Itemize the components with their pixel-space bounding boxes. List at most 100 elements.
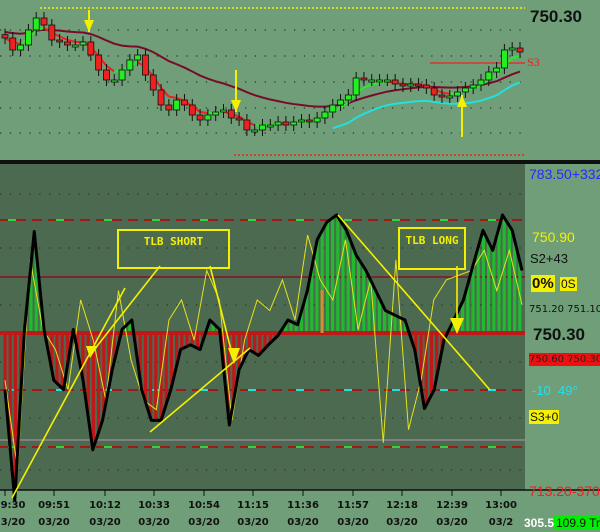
candle-down (438, 94, 446, 98)
tick-time: 09:51 (38, 500, 70, 511)
x-tick-label: 9:30 3/20 (0, 497, 33, 531)
trendline (11, 287, 126, 499)
histogram-bar (393, 315, 397, 333)
tick-time: 10:33 (138, 500, 170, 511)
candle-up (500, 49, 508, 69)
status-value: 305.5 (524, 516, 555, 530)
histogram-bar (440, 333, 444, 352)
histogram-bar (102, 333, 106, 414)
tick-time: 12:18 (386, 500, 418, 511)
tick-date: 03/20 (38, 517, 70, 528)
histogram-bar (76, 333, 80, 353)
trendline (337, 214, 491, 391)
candle-up (508, 47, 516, 51)
candle-down (149, 74, 157, 91)
x-tick-label: 11:15 03/20 (233, 497, 273, 531)
histogram-bar (55, 333, 59, 384)
candle-down (399, 83, 407, 87)
fast-ma-segment (371, 81, 380, 86)
histogram-bar (211, 323, 215, 333)
histogram-bar (3, 333, 7, 390)
candle-up (79, 41, 87, 46)
annotation-pointer (209, 265, 235, 363)
last-price-label: 750.30 (530, 7, 582, 26)
histogram-bar (481, 231, 485, 333)
histogram-bar (341, 224, 345, 333)
tick-time: 9:30 (0, 500, 26, 511)
histogram-bar (81, 333, 85, 381)
candle-up (376, 79, 383, 83)
histogram-bar (461, 301, 465, 333)
candle-down (1, 34, 9, 39)
histogram-bar (19, 333, 23, 399)
histogram-bar (60, 333, 64, 389)
candle-up (477, 79, 485, 86)
histogram-bar (320, 230, 324, 333)
candle-down (142, 54, 149, 76)
histogram-bar (476, 247, 480, 333)
fast-ma-segment (168, 95, 177, 99)
fast-ma-segment (339, 101, 349, 109)
candle-down (157, 89, 165, 106)
histogram-bar (513, 240, 517, 333)
x-tick-label: 12:18 03/20 (382, 497, 422, 531)
candle-down (95, 54, 103, 71)
candle-up (290, 121, 298, 126)
bottom-value-label: 713.20-370 (529, 483, 600, 499)
histogram-bar (237, 333, 241, 371)
histogram-bar (195, 333, 199, 349)
candle-down (9, 37, 17, 51)
candle-up (344, 94, 352, 101)
histogram-bar (149, 333, 153, 419)
tlb-long-annotation: TLB LONG (398, 227, 466, 270)
tick-time: 11:57 (337, 500, 369, 511)
candle-down (103, 69, 110, 81)
oscillator-line (3, 213, 524, 503)
oscillator-panel (0, 164, 525, 490)
candle-up (134, 54, 142, 61)
candle-up (266, 124, 274, 128)
annotation-pointer (89, 265, 161, 356)
pair-values-2: 750.60 750.30 (529, 353, 600, 366)
tick-time: 11:15 (237, 500, 269, 511)
histogram-bar (190, 333, 194, 346)
histogram-bar (383, 308, 387, 333)
candle-up (274, 121, 282, 126)
percent-badge: 0% (531, 275, 555, 292)
tick-date: 3/20 (0, 517, 26, 528)
x-tick-label: 13:00 03/2 (481, 497, 521, 531)
histogram-bar (128, 321, 132, 333)
histogram-bar (107, 333, 111, 387)
candle-up (118, 69, 126, 81)
histogram-bar (97, 333, 101, 433)
histogram-bar (268, 333, 272, 344)
candle-up (321, 111, 329, 119)
candle-down (40, 17, 48, 26)
histogram-bar (263, 333, 267, 349)
histogram-bar (86, 333, 90, 418)
histogram-bar (424, 333, 428, 406)
x-tick-label: 10:33 03/20 (134, 497, 174, 531)
candle-down (48, 24, 56, 41)
candle-up (446, 95, 454, 99)
histogram-bar (180, 333, 184, 349)
tick-date: 03/20 (337, 517, 369, 528)
candle-down (243, 119, 251, 131)
x-tick-label: 10:54 03/20 (184, 497, 224, 531)
candle-up (329, 104, 337, 113)
down-arrow-icon (84, 20, 94, 32)
tick-time: 10:54 (188, 500, 220, 511)
candle-down (56, 39, 64, 43)
candle-up (251, 129, 259, 133)
x-tick-label: 11:36 03/20 (283, 497, 323, 531)
fast-ma-segment (511, 54, 521, 60)
histogram-bar (331, 217, 335, 333)
down-arrow-icon (231, 100, 241, 112)
candle-down (282, 121, 290, 126)
candle-up (32, 17, 40, 31)
os-badge: 0S (560, 277, 577, 291)
histogram-bar (65, 333, 69, 366)
histogram-bar (367, 276, 371, 333)
candle-down (196, 114, 204, 121)
